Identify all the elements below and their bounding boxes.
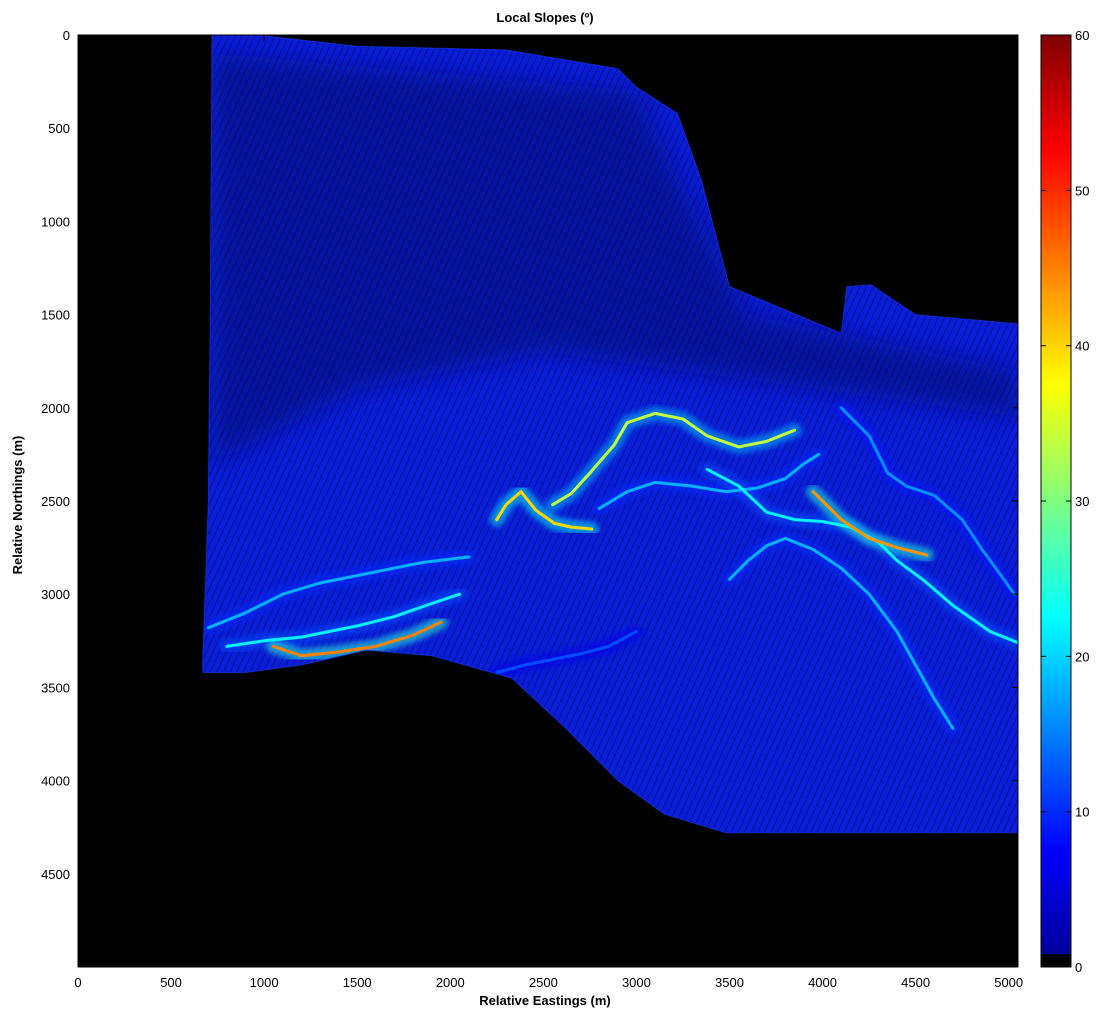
ridge-3 (495, 490, 594, 531)
y-tick-label: 2500 (41, 494, 70, 509)
x-tick-label: 2000 (436, 975, 465, 990)
colorbar-tick-label: 0 (1075, 960, 1082, 975)
ridge-4 (551, 411, 797, 507)
ridge-2 (271, 620, 443, 658)
ridge-9 (839, 406, 1016, 596)
y-tick-label: 4000 (41, 774, 70, 789)
ridge-0 (206, 555, 471, 630)
colorbar: 0 10 20 30 40 50 60 (1040, 28, 1089, 975)
x-tick-label: 3500 (715, 975, 744, 990)
x-tick-label: 2500 (529, 975, 558, 990)
x-axis: 0 500 1000 1500 2000 2500 3000 3500 4000 4500 5000 (74, 35, 1023, 990)
y-tick-label: 2000 (41, 401, 70, 416)
y-tick-label: 3500 (41, 680, 70, 695)
colorbar-tick-label: 60 (1075, 28, 1089, 43)
colorbar-tick-label: 40 (1075, 339, 1089, 354)
x-tick-label: 0 (74, 975, 81, 990)
ridge-5 (597, 452, 821, 510)
survey-outline (202, 35, 1018, 834)
y-tick-label: 3000 (41, 587, 70, 602)
y-axis-label: Relative Northings (m) (10, 436, 25, 575)
y-tick-label: 500 (48, 121, 70, 136)
y-tick-label: 1000 (41, 214, 70, 229)
colorbar-ticks: 0 10 20 30 40 50 60 (1041, 28, 1089, 975)
colorbar-tick-label: 30 (1075, 494, 1089, 509)
x-tick-label: 1000 (250, 975, 279, 990)
x-axis-label: Relative Eastings (m) (479, 993, 611, 1008)
ridge-10 (495, 630, 638, 674)
y-tick-label: 4500 (41, 867, 70, 882)
y-tick-label: 1500 (41, 308, 70, 323)
x-tick-label: 5000 (994, 975, 1023, 990)
ridge-7 (811, 490, 929, 557)
survey-layer (202, 35, 1018, 834)
x-tick-label: 500 (160, 975, 182, 990)
y-tick-label: 0 (63, 28, 70, 43)
colorbar-tick-label: 20 (1075, 649, 1089, 664)
ridge-8 (728, 536, 955, 730)
colorbar-zero-band (1041, 954, 1071, 967)
colorbar-tick-label: 10 (1075, 805, 1089, 820)
chart-title: Local Slopes (º) (496, 10, 593, 25)
ridge-1 (225, 592, 462, 648)
ridge-layer (206, 406, 1018, 730)
x-tick-label: 3000 (622, 975, 651, 990)
x-tick-label: 1500 (343, 975, 372, 990)
colorbar-tick-label: 50 (1075, 183, 1089, 198)
x-tick-label: 4000 (808, 975, 837, 990)
x-tick-label: 4500 (901, 975, 930, 990)
y-axis: 0 500 1000 1500 2000 2500 3000 3500 4000 4500 (41, 28, 1018, 882)
